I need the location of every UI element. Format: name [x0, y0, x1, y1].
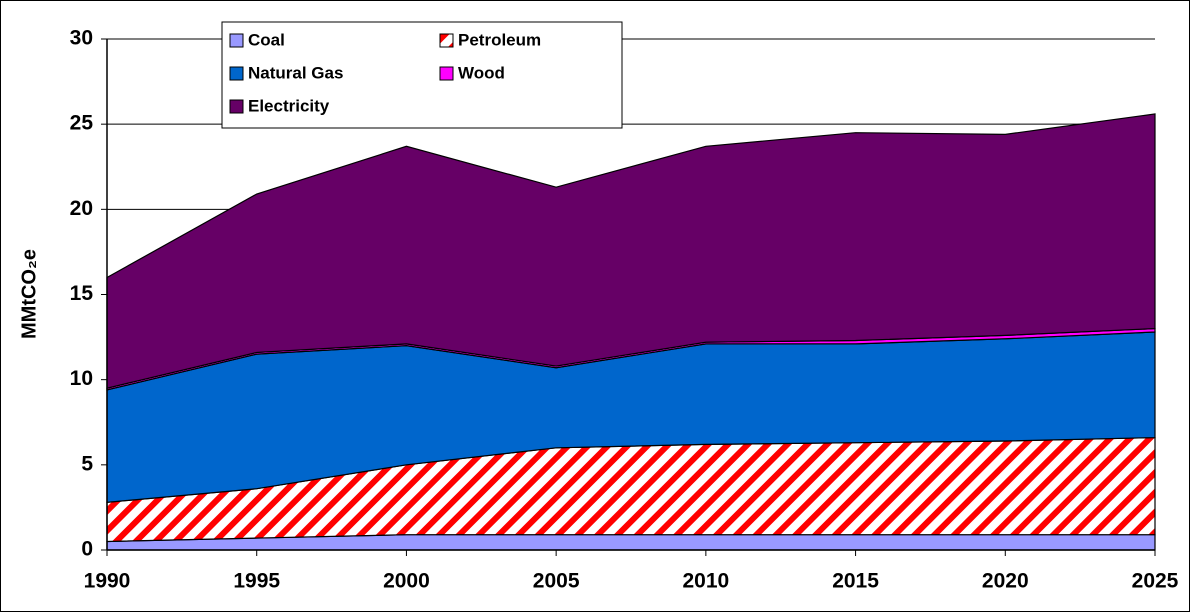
legend-swatch	[229, 99, 244, 114]
y-tick-label: 15	[70, 282, 94, 305]
y-tick-label: 25	[70, 112, 94, 135]
y-tick-label: 20	[70, 197, 93, 220]
area	[106, 113, 1156, 389]
x-tick-label: 2020	[982, 570, 1029, 593]
legend-label: Petroleum	[458, 30, 541, 49]
y-tick-label: 0	[81, 538, 93, 561]
x-tick-label: 2015	[832, 570, 879, 593]
legend-label: Electricity	[248, 96, 330, 115]
x-tick-label: 2010	[682, 570, 729, 593]
y-tick-label: 30	[70, 27, 93, 50]
legend-swatch	[439, 66, 454, 81]
x-tick-label: 1995	[233, 570, 280, 593]
legend-swatch	[229, 33, 244, 48]
legend-swatch	[229, 66, 244, 81]
x-tick-label: 2025	[1132, 570, 1179, 593]
x-tick-label: 1990	[84, 570, 131, 593]
legend	[221, 21, 623, 129]
legend-swatch	[439, 33, 454, 48]
x-tick-label: 2000	[383, 570, 430, 593]
legend-label: Coal	[248, 30, 285, 49]
x-tick-label: 2005	[533, 570, 580, 593]
y-tick-label: 5	[81, 452, 93, 475]
legend-label: Wood	[458, 63, 505, 82]
legend-label: Natural Gas	[248, 63, 343, 82]
y-axis-label: MMtCO₂e	[18, 249, 40, 339]
y-tick-label: 10	[70, 367, 93, 390]
